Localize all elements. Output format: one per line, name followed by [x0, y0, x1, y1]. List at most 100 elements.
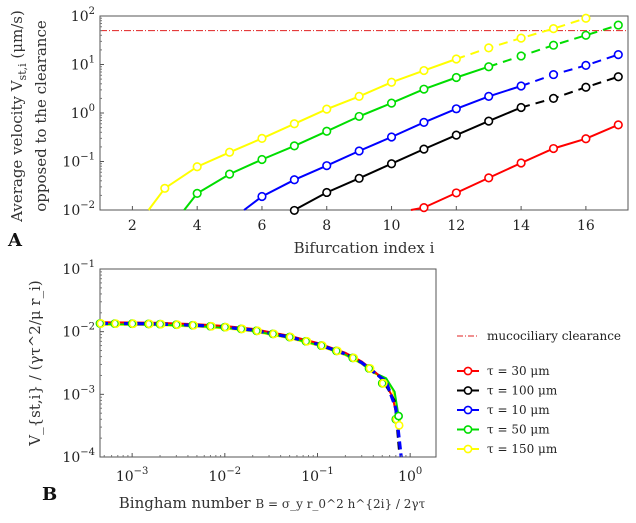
panel-a-y-tick-label-exp: −1	[80, 152, 95, 163]
panel-b-x-tick-label: 10−3	[116, 466, 149, 485]
panel-a-series-1-point	[419, 144, 429, 154]
panel-b-y-tick-label: 10−1	[62, 259, 95, 278]
panel-b-series-3-end-point	[394, 411, 403, 421]
panel-b-y-tick-label-base: 10	[62, 325, 80, 341]
panel-a-series-4-point	[386, 77, 397, 87]
panel-b-marker-yellow	[349, 353, 359, 363]
panel-a-axes-frame	[99, 15, 629, 211]
panel-a-y-tick-label-base: 10	[62, 203, 80, 219]
panel-a-series-2-point	[613, 50, 623, 60]
panel-a-x-tick-label: 4	[193, 218, 202, 234]
panel-a-y-tick-label: 10−2	[62, 200, 95, 219]
panel-a-series-3-point	[516, 51, 526, 61]
panel-a-series-2-point	[581, 60, 591, 70]
panel-b-y-tick-label-exp: −2	[80, 322, 95, 333]
panel-a-series-2-point	[419, 117, 429, 128]
panel-a-x-tick-label: 10	[383, 218, 401, 234]
panel-b-series-4-line	[99, 323, 401, 426]
panel-a-y-axis-label: Average velocity Vst,i (μm/s)	[8, 10, 29, 223]
panel-a-series-3-point	[257, 154, 267, 165]
panel-a-letter: A	[7, 230, 23, 251]
panel-a-x-tick-label: 14	[512, 218, 530, 234]
panel-b-x-tick-label: 10−1	[301, 466, 334, 485]
panel-a-series-1-point	[613, 72, 623, 82]
panel-a-y-axis-label-line2: opposed to the clearance	[32, 20, 50, 212]
panel-a-series-1-point	[484, 116, 494, 126]
panel-a-series-1-point	[354, 173, 364, 183]
panel-a-series-4-point	[354, 91, 364, 101]
panel-a-y-tick-label-base: 10	[71, 9, 89, 25]
panel-a-series-4-solid-line	[147, 58, 457, 211]
panel-a-series-1-point	[322, 187, 332, 198]
panel-b-x-tick-label-exp: −3	[134, 466, 149, 477]
panel-a-series-3-point	[451, 72, 461, 83]
panel-b-y-tick-label-exp: −1	[80, 259, 95, 270]
panel-b-marker-yellow	[111, 319, 121, 328]
panel-a-y-tick-label-exp: −2	[80, 200, 95, 211]
panel-a-y-tick-label-base: 10	[71, 106, 89, 122]
panel-b-x-axis-label: Bingham number B = σ_y r_0^2 h^{2i} / 2γ…	[119, 494, 426, 512]
panel-a-series-4-point	[451, 54, 461, 64]
panel-a-series-0-point	[581, 134, 591, 144]
panel-a-series-1-point	[289, 205, 299, 216]
panel-b-x-tick-label-base: 10	[301, 469, 319, 485]
panel-a-series-2-point	[451, 104, 461, 114]
legend-item-1-label: τ = 100 μm	[487, 384, 558, 398]
panel-a-series-3-point	[192, 188, 202, 198]
panel-a-series-4-point	[224, 147, 235, 157]
panel-a-series-3-point	[548, 40, 559, 50]
panel-a-series-3-point	[289, 141, 299, 151]
panel-b-axes-frame	[99, 268, 437, 458]
panel-b-marker-yellow	[221, 322, 231, 332]
panel-b-x-tick-label-base: 10	[116, 469, 134, 485]
panel-a-x-tick-label: 16	[577, 218, 595, 234]
panel-b-marker-yellow	[128, 319, 138, 329]
panel-a-series-3-point	[224, 169, 235, 179]
panel-a-series-0-point	[451, 188, 461, 198]
panel-a-series-1-point	[516, 102, 526, 113]
panel-a-series-2-point	[257, 191, 267, 202]
panel-a-series-0-point	[484, 173, 494, 183]
panel-b-y-tick-label-exp: −4	[80, 447, 95, 458]
panel-a-series-0-point	[419, 203, 429, 213]
panel-b-marker-yellow	[207, 321, 216, 331]
legend-item-0-marker	[463, 366, 473, 376]
panel-a-series-3-point	[322, 126, 332, 136]
panel-b-marker-yellow	[333, 346, 342, 356]
panel-a-y-tick-label-exp: 2	[89, 6, 95, 17]
panel-a-x-tick-label: 2	[128, 218, 137, 234]
panel-a-y-tick-label: 100	[71, 103, 95, 122]
legend-clearance-label: mucociliary clearance	[487, 329, 621, 343]
panel-a-x-axis-label-text: Bifurcation index i	[294, 239, 435, 257]
panel-a-series-1-point	[581, 82, 591, 92]
panel-b-y-tick-label: 10−4	[62, 447, 95, 466]
panel-b-x-tick-label-exp: −1	[319, 466, 334, 477]
panel-b-series-1-line	[99, 321, 401, 453]
panel-b-marker-yellow	[96, 319, 106, 328]
panel-a-series-0-point	[613, 120, 623, 130]
panel-a-series-1-point	[548, 93, 559, 104]
panel-a-series-4-point	[419, 65, 429, 76]
panel-b-marker-yellow	[189, 320, 199, 330]
panel-b-marker-yellow	[378, 378, 388, 388]
panel-a-series-0-point	[548, 143, 559, 154]
panel-b-marker-yellow	[156, 319, 166, 329]
panel-a-y-tick-label-base: 10	[62, 155, 80, 171]
panel-a-series-4-point	[160, 183, 170, 193]
panel-a-y-tick-label: 10−1	[62, 152, 95, 171]
panel-b-marker-yellow	[253, 326, 262, 336]
panel-b-marker-yellow	[269, 329, 279, 339]
panel-b-y-tick-label-base: 10	[62, 262, 80, 278]
panel-a-y-label-sub: st,i	[16, 63, 29, 81]
panel-b-series-0-line	[99, 321, 400, 428]
panel-b-marker-yellow	[286, 332, 295, 342]
panel-a-series-1-dashed-line	[520, 75, 619, 109]
panel-a-x-tick-label: 8	[322, 218, 331, 234]
panel-a-y-label-unit: (μm/s)	[8, 10, 26, 63]
panel-a-series-2-point	[289, 175, 299, 185]
panel-b-x-tick-label-exp: −2	[226, 466, 241, 477]
panel-a-series-4-point	[548, 23, 559, 34]
